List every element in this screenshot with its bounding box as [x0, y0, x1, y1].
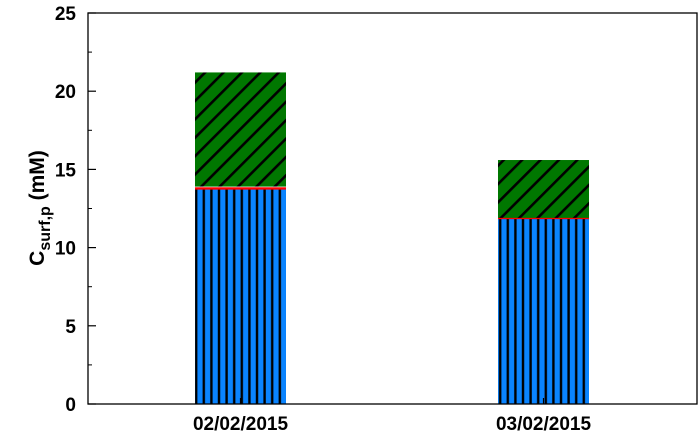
bar-segment-1-0: [195, 187, 286, 190]
bar-segment-2-1: [498, 160, 589, 218]
bar-segment-0-1: [498, 218, 589, 404]
bar-segment-0-0: [195, 188, 286, 404]
y-tick-label: 25: [55, 4, 77, 25]
axes-group: 02/02/2015 03/02/2015 0 5 10 15 20 25: [55, 4, 592, 435]
y-tick-label: 5: [65, 317, 76, 338]
y-tick-label: 15: [55, 160, 77, 181]
plot-frame: [87, 12, 698, 405]
bar-segment-1-1: [498, 217, 589, 220]
y-axis-label: Csurf,p (mM): [26, 150, 54, 266]
bar-segment-2-0: [195, 72, 286, 187]
x-tick-label: 02/02/2015: [193, 414, 289, 435]
bars-group: [195, 72, 589, 404]
y-tick-label: 0: [65, 395, 76, 416]
y-tick-label: 10: [55, 239, 76, 260]
y-tick-label: 20: [55, 82, 76, 103]
x-tick-label: 03/02/2015: [496, 414, 592, 435]
